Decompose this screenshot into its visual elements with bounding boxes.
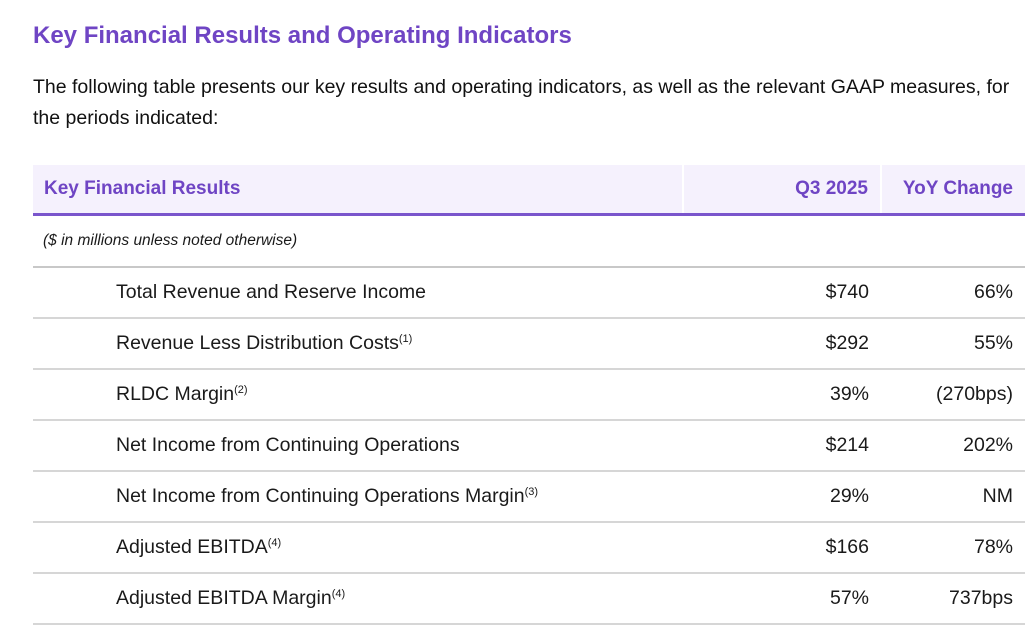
table-row: Adjusted EBITDA(4) $166 78% bbox=[33, 522, 1025, 574]
key-financial-results-table: Key Financial Results Q3 2025 YoY Change… bbox=[33, 165, 1025, 625]
yoy-change-value: (270bps) bbox=[881, 369, 1025, 421]
table-row: Net Income from Continuing Operations $21… bbox=[33, 420, 1025, 472]
table-row: Total Revenue and Reserve Income $740 66% bbox=[33, 267, 1025, 319]
intro-paragraph: The following table presents our key res… bbox=[33, 76, 1010, 129]
q3-2025-value: 57% bbox=[683, 573, 881, 625]
q3-2025-value: $740 bbox=[683, 267, 881, 319]
row-label: Net Income from Continuing Operations bbox=[33, 420, 683, 472]
footnote-ref: (4) bbox=[331, 588, 346, 600]
metric-name: Net Income from Continuing Operations bbox=[116, 434, 460, 456]
table-row: RLDC Margin(2) 39% (270bps) bbox=[33, 369, 1025, 421]
metric-name: Total Revenue and Reserve Income bbox=[116, 281, 427, 303]
section-title: Key Financial Results and Operating Indi… bbox=[33, 22, 572, 49]
yoy-change-value: 55% bbox=[881, 318, 1025, 370]
q3-2025-value: 39% bbox=[683, 369, 881, 421]
header-metric: Key Financial Results bbox=[33, 165, 683, 216]
row-label: Total Revenue and Reserve Income bbox=[33, 267, 683, 319]
units-note: ($ in millions unless noted otherwise) bbox=[33, 214, 1025, 268]
footnote-ref: (4) bbox=[267, 537, 282, 549]
footnote-ref: (2) bbox=[234, 384, 248, 396]
row-label: Revenue Less Distribution Costs(1) bbox=[33, 318, 683, 370]
footnote-ref: (3) bbox=[524, 486, 539, 498]
yoy-change-value: 737bps bbox=[881, 573, 1025, 625]
row-label: Adjusted EBITDA(4) bbox=[33, 522, 683, 574]
table-row: Revenue Less Distribution Costs(1) $292 55… bbox=[33, 318, 1025, 370]
row-label: RLDC Margin(2) bbox=[33, 369, 683, 421]
table-row: Net Income from Continuing Operations Ma… bbox=[33, 471, 1025, 523]
q3-2025-value: $166 bbox=[683, 522, 881, 574]
yoy-change-value: 202% bbox=[881, 420, 1025, 472]
yoy-change-value: 78% bbox=[881, 522, 1025, 574]
note-row: ($ in millions unless noted otherwise) bbox=[33, 214, 1025, 268]
header-q3-2025: Q3 2025 bbox=[682, 165, 881, 216]
metric-name: Revenue Less Distribution Costs bbox=[116, 332, 399, 354]
metric-name: Adjusted EBITDA bbox=[116, 536, 268, 558]
metric-name: RLDC Margin bbox=[116, 383, 235, 405]
row-label: Net Income from Continuing Operations Ma… bbox=[33, 471, 683, 523]
table-header-row: Key Financial Results Q3 2025 YoY Change bbox=[33, 165, 1025, 216]
metric-name: Net Income from Continuing Operations Ma… bbox=[116, 485, 525, 507]
yoy-change-value: NM bbox=[881, 471, 1025, 523]
q3-2025-value: $292 bbox=[683, 318, 881, 370]
yoy-change-value: 66% bbox=[881, 267, 1025, 319]
footnote-ref: (1) bbox=[398, 333, 413, 345]
q3-2025-value: $214 bbox=[683, 420, 881, 472]
metric-name: Adjusted EBITDA Margin bbox=[116, 587, 332, 609]
header-yoy-change: YoY Change bbox=[880, 165, 1025, 216]
q3-2025-value: 29% bbox=[683, 471, 881, 523]
row-label: Adjusted EBITDA Margin(4) bbox=[33, 573, 683, 625]
table-row: Adjusted EBITDA Margin(4) 57% 737bps bbox=[33, 573, 1025, 625]
